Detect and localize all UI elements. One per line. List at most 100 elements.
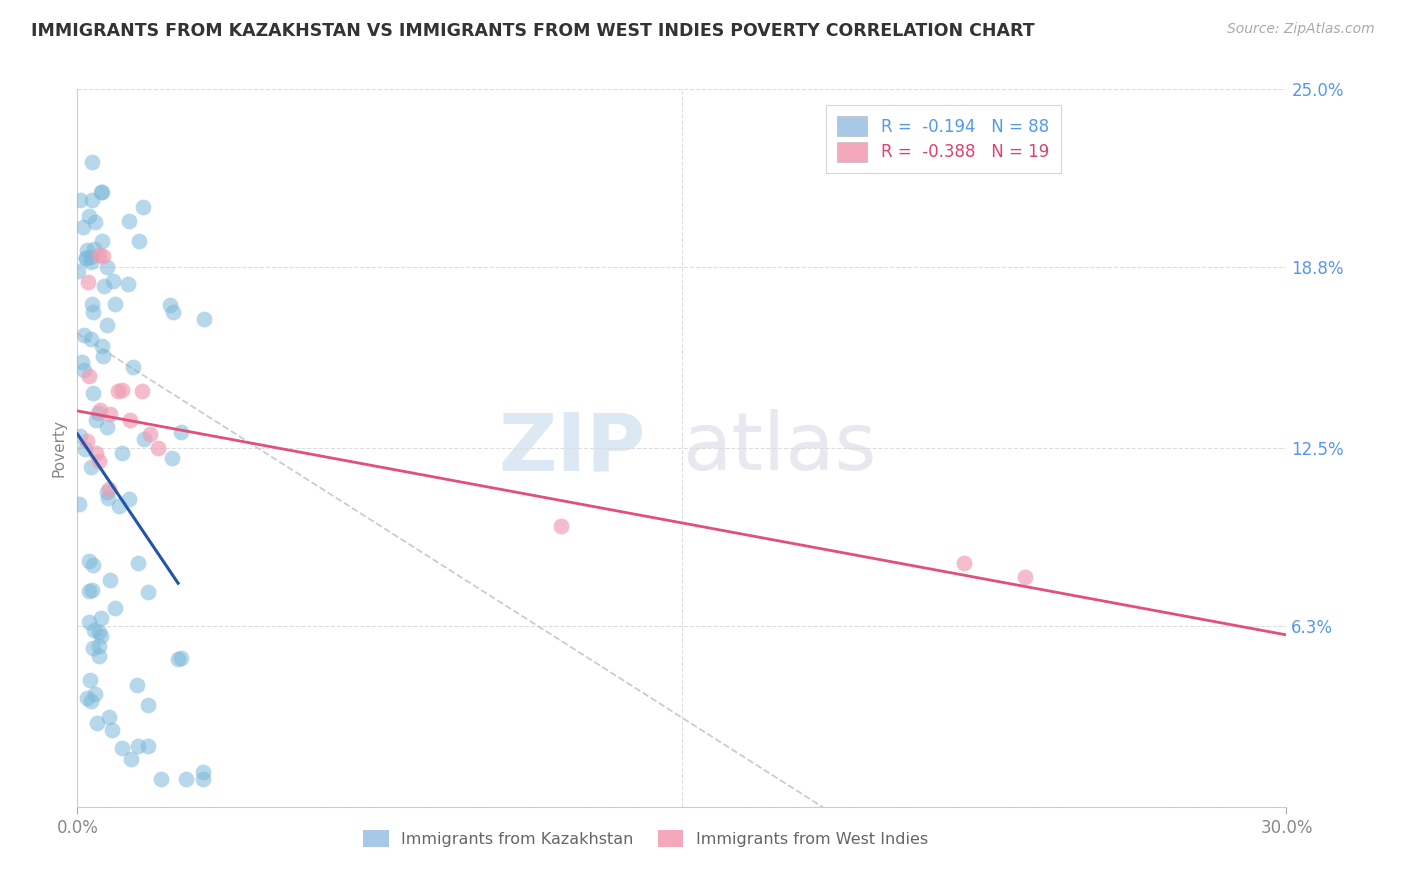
Point <box>77 615 100 629</box>
Point <box>174 772 197 786</box>
Point <box>73 362 96 376</box>
Point <box>76 243 98 257</box>
Point <box>77 368 100 383</box>
Point <box>98 407 121 421</box>
Point <box>80 155 103 169</box>
Point <box>103 274 125 288</box>
Point <box>79 673 101 687</box>
Point <box>132 432 155 446</box>
Point <box>159 298 181 312</box>
Point <box>84 687 107 701</box>
Point <box>96 260 118 274</box>
Point <box>69 497 91 511</box>
Point <box>84 413 107 427</box>
Point <box>150 772 173 786</box>
Point <box>162 305 184 319</box>
Point <box>170 425 193 439</box>
Point <box>96 420 118 434</box>
Point <box>91 349 114 363</box>
Point <box>75 252 97 266</box>
Point <box>73 442 96 456</box>
Point <box>117 214 139 228</box>
Point <box>108 499 131 513</box>
Point <box>193 312 215 326</box>
Point <box>77 554 100 568</box>
Point <box>82 583 104 598</box>
Point <box>87 649 110 664</box>
Point <box>136 584 159 599</box>
Point <box>82 386 104 401</box>
Point <box>90 185 112 199</box>
Point <box>127 557 149 571</box>
Point <box>146 442 169 455</box>
Point <box>87 625 110 640</box>
Point <box>136 739 159 753</box>
Point <box>96 485 118 500</box>
Point <box>79 583 101 598</box>
Point <box>97 483 120 497</box>
Point <box>91 339 114 353</box>
Point <box>80 251 103 265</box>
Text: Source: ZipAtlas.com: Source: ZipAtlas.com <box>1227 22 1375 37</box>
Point <box>80 297 103 311</box>
Point <box>73 328 96 343</box>
Point <box>80 255 103 269</box>
Point <box>82 305 104 319</box>
Point <box>104 601 127 615</box>
Point <box>120 752 142 766</box>
Point <box>132 200 155 214</box>
Point <box>98 573 121 587</box>
Point <box>127 739 149 753</box>
Point <box>89 454 111 468</box>
Point <box>87 248 110 262</box>
Point <box>169 651 191 665</box>
Point <box>104 297 127 311</box>
Point <box>91 249 114 263</box>
Point <box>76 691 98 706</box>
Point <box>82 194 104 208</box>
Text: ZIP: ZIP <box>498 409 645 487</box>
Point <box>138 698 160 713</box>
Point <box>83 215 105 229</box>
Point <box>96 318 118 332</box>
Point <box>89 611 111 625</box>
Point <box>90 185 112 199</box>
Point <box>72 220 94 235</box>
Point <box>91 234 114 248</box>
Point <box>131 384 153 398</box>
Point <box>93 279 115 293</box>
Point <box>82 558 104 573</box>
Point <box>107 384 129 398</box>
Point <box>83 623 105 637</box>
Point <box>89 403 111 417</box>
Point <box>89 639 111 653</box>
Point <box>160 450 183 465</box>
Point <box>117 277 139 291</box>
Point <box>69 193 91 207</box>
Text: IMMIGRANTS FROM KAZAKHSTAN VS IMMIGRANTS FROM WEST INDIES POVERTY CORRELATION CH: IMMIGRANTS FROM KAZAKHSTAN VS IMMIGRANTS… <box>31 22 1035 40</box>
Point <box>118 491 141 506</box>
Point <box>87 406 110 420</box>
Point <box>1014 570 1036 584</box>
Point <box>86 446 108 460</box>
Point <box>90 629 112 643</box>
Point <box>193 772 215 786</box>
Point <box>76 434 98 448</box>
Point <box>80 332 103 346</box>
Y-axis label: Poverty: Poverty <box>52 419 67 477</box>
Point <box>82 640 104 655</box>
Point <box>69 429 91 443</box>
Point <box>127 678 149 692</box>
Point <box>128 234 150 248</box>
Point <box>70 355 93 369</box>
Point <box>67 263 90 277</box>
Point <box>83 242 105 256</box>
Point <box>118 412 141 426</box>
Point <box>122 359 145 374</box>
Point <box>550 518 572 533</box>
Point <box>100 723 122 738</box>
Point <box>86 716 108 731</box>
Point <box>111 384 134 398</box>
Text: atlas: atlas <box>682 409 876 487</box>
Legend: Immigrants from Kazakhstan, Immigrants from West Indies: Immigrants from Kazakhstan, Immigrants f… <box>357 824 935 853</box>
